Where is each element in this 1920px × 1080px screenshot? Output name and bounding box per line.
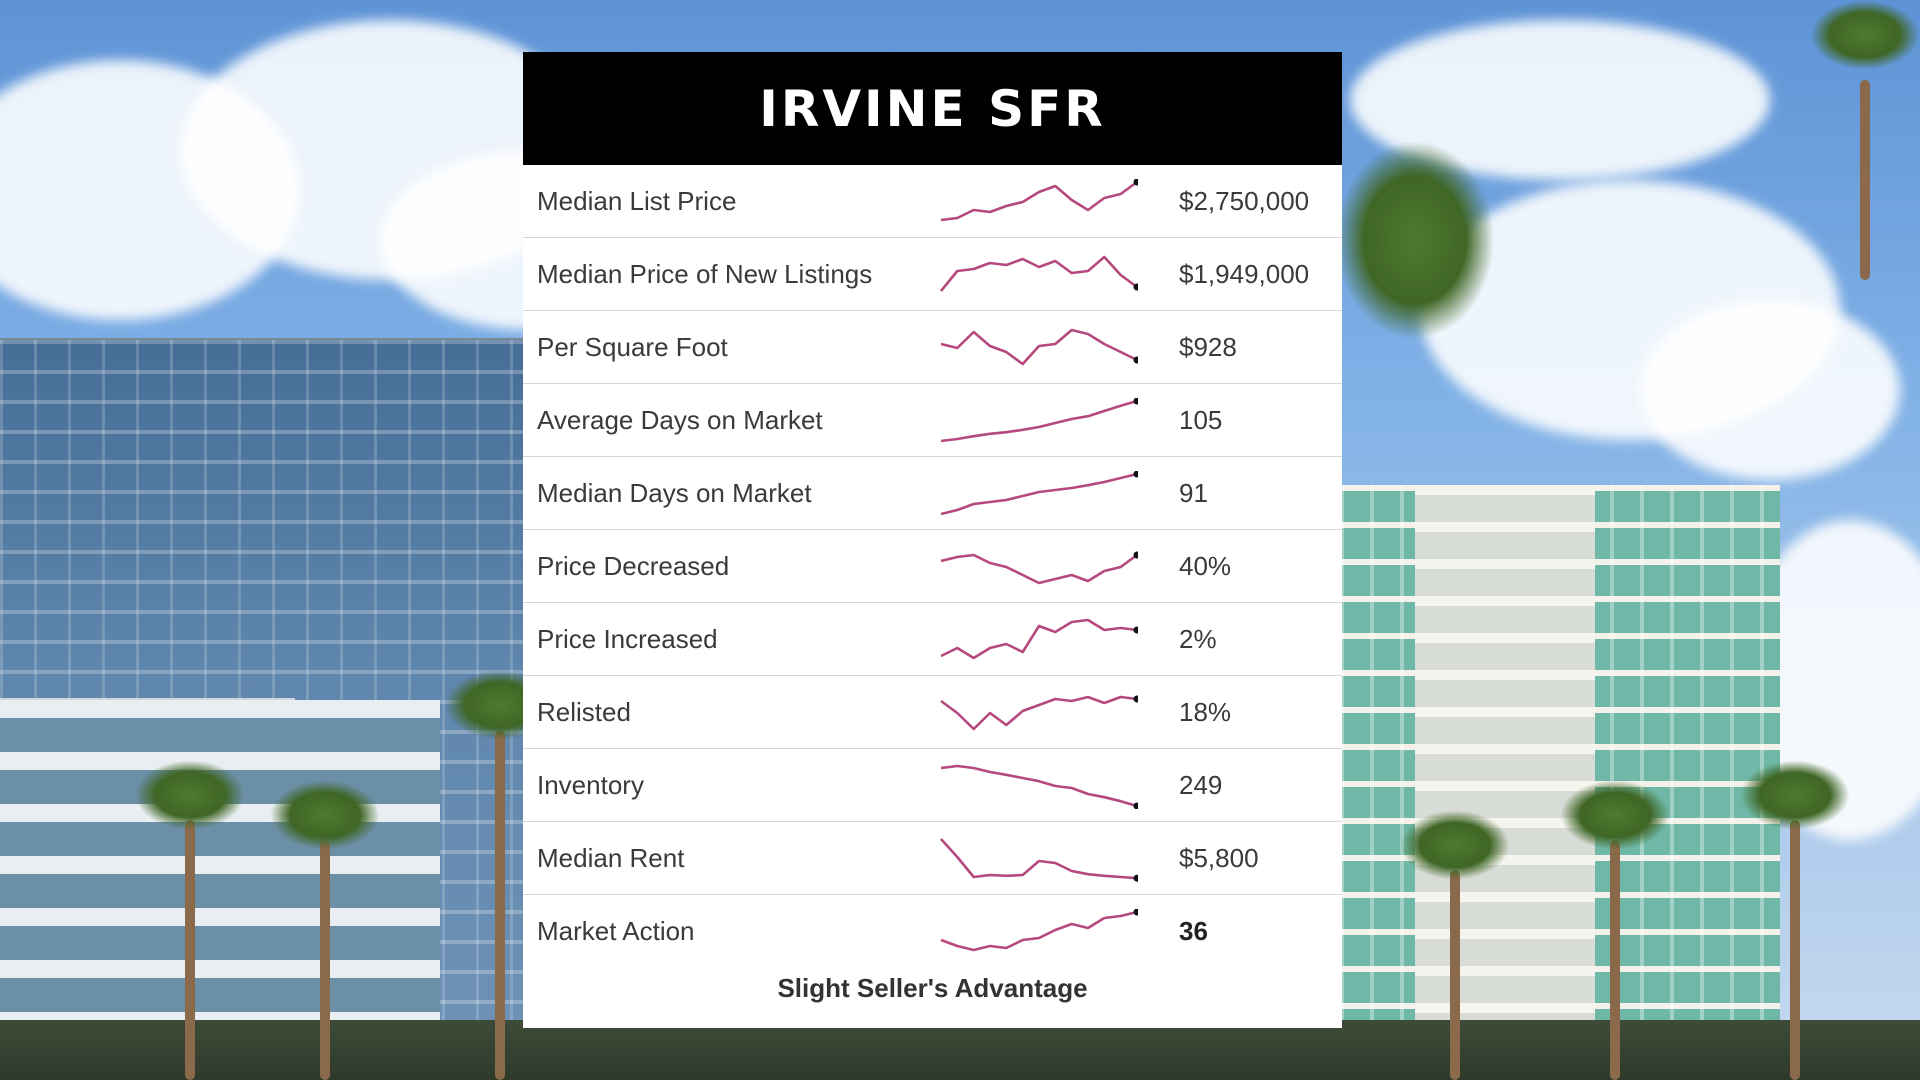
sparkline-trend-line [940,910,1138,952]
stat-row: Price Decreased 40% [523,530,1342,603]
cloud [1640,300,1900,480]
sparkline-trend-line [940,838,1138,880]
stat-label: Relisted [537,696,631,727]
sparkline-end-point [1133,802,1138,809]
palm-tree [1740,760,1850,1080]
sparkline-end-point [1133,909,1138,916]
stat-label: Median Rent [537,842,685,873]
stat-value: 18% [1179,696,1232,727]
stat-row: Median Price of New Listings $1,949,000 [523,238,1342,311]
market-action-note: Slight Seller's Advantage [777,973,1088,1003]
sparkline-trend-line [940,399,1138,443]
sparkline-trend-line [939,255,1138,292]
sparkline-trend-line [940,180,1138,222]
stat-row: Price Increased 2% [523,603,1342,676]
sparkline-end-point [1133,179,1138,186]
sparkline-end-point [1133,283,1138,291]
sparkline-end-point [1133,551,1138,559]
sparkline-trend-line [940,764,1138,808]
stat-row: Relisted 18% [523,676,1342,749]
stats-list: Median List Price $2,750,000 Median Price … [523,165,1342,967]
sparkline-chart [940,471,1138,516]
stat-value: 36 [1179,915,1208,946]
palm-tree [270,780,380,1080]
stat-label: Median List Price [537,185,737,216]
palm-tree [1400,810,1510,1080]
stat-value: 40% [1179,550,1232,581]
sparkline-chart [940,398,1138,443]
stat-label: Median Days on Market [537,477,812,508]
stat-value: 249 [1179,769,1223,800]
stat-value: $1,949,000 [1179,258,1310,289]
sparkline-trend-line [940,695,1138,731]
sparkline-chart [940,618,1138,660]
stat-label: Per Square Foot [537,331,728,362]
sparkline-trend-line [940,553,1138,585]
stat-value: 2% [1179,623,1217,654]
palm-tree [1560,780,1670,1080]
stat-label: Average Days on Market [537,404,823,435]
card-title: IRVINE SFR [759,79,1106,138]
stat-row: Inventory 249 [523,749,1342,822]
palm-tree [1335,140,1495,470]
stat-label: Inventory [537,769,644,800]
stat-value: $928 [1179,331,1237,362]
sparkline-end-point [1133,874,1138,882]
sparkline-trend-line [940,328,1138,366]
sparkline-end-point [1133,398,1138,405]
stat-label: Median Price of New Listings [537,258,873,289]
palm-tree [1800,0,1920,280]
stat-row: Median Days on Market 91 [523,457,1342,530]
stat-value: $5,800 [1179,842,1259,873]
stat-value: 91 [1179,477,1208,508]
palm-tree [135,760,245,1080]
stat-label: Price Increased [537,623,718,654]
stat-row: Median List Price $2,750,000 [523,165,1342,238]
sparkline-chart [940,764,1138,809]
stat-label: Market Action [537,915,695,946]
stat-value: $2,750,000 [1179,185,1310,216]
sparkline-chart [940,179,1138,222]
sparkline-chart [940,551,1138,585]
stat-row: Per Square Foot $928 [523,311,1342,384]
sparkline-trend-line [940,618,1138,660]
stat-label: Price Decreased [537,550,730,581]
sparkline-chart [940,909,1138,952]
sparkline-chart [940,328,1138,366]
sparkline-end-point [1133,471,1138,478]
sparkline-chart [939,255,1138,292]
stat-row: Median Rent $5,800 [523,822,1342,895]
sparkline-chart [940,838,1138,882]
stat-row: Market Action 36 [523,895,1342,967]
stat-value: 105 [1179,404,1223,435]
sparkline-chart [940,695,1138,731]
sparkline-end-point [1133,695,1138,703]
card-header: IRVINE SFR [523,52,1342,165]
sparkline-trend-line [940,472,1138,516]
sparkline-end-point [1133,626,1138,634]
sparkline-end-point [1133,356,1138,364]
stat-row: Average Days on Market 105 [523,384,1342,457]
market-stats-card: IRVINE SFR Median List Price $2,750,000 Me… [523,52,1342,1028]
